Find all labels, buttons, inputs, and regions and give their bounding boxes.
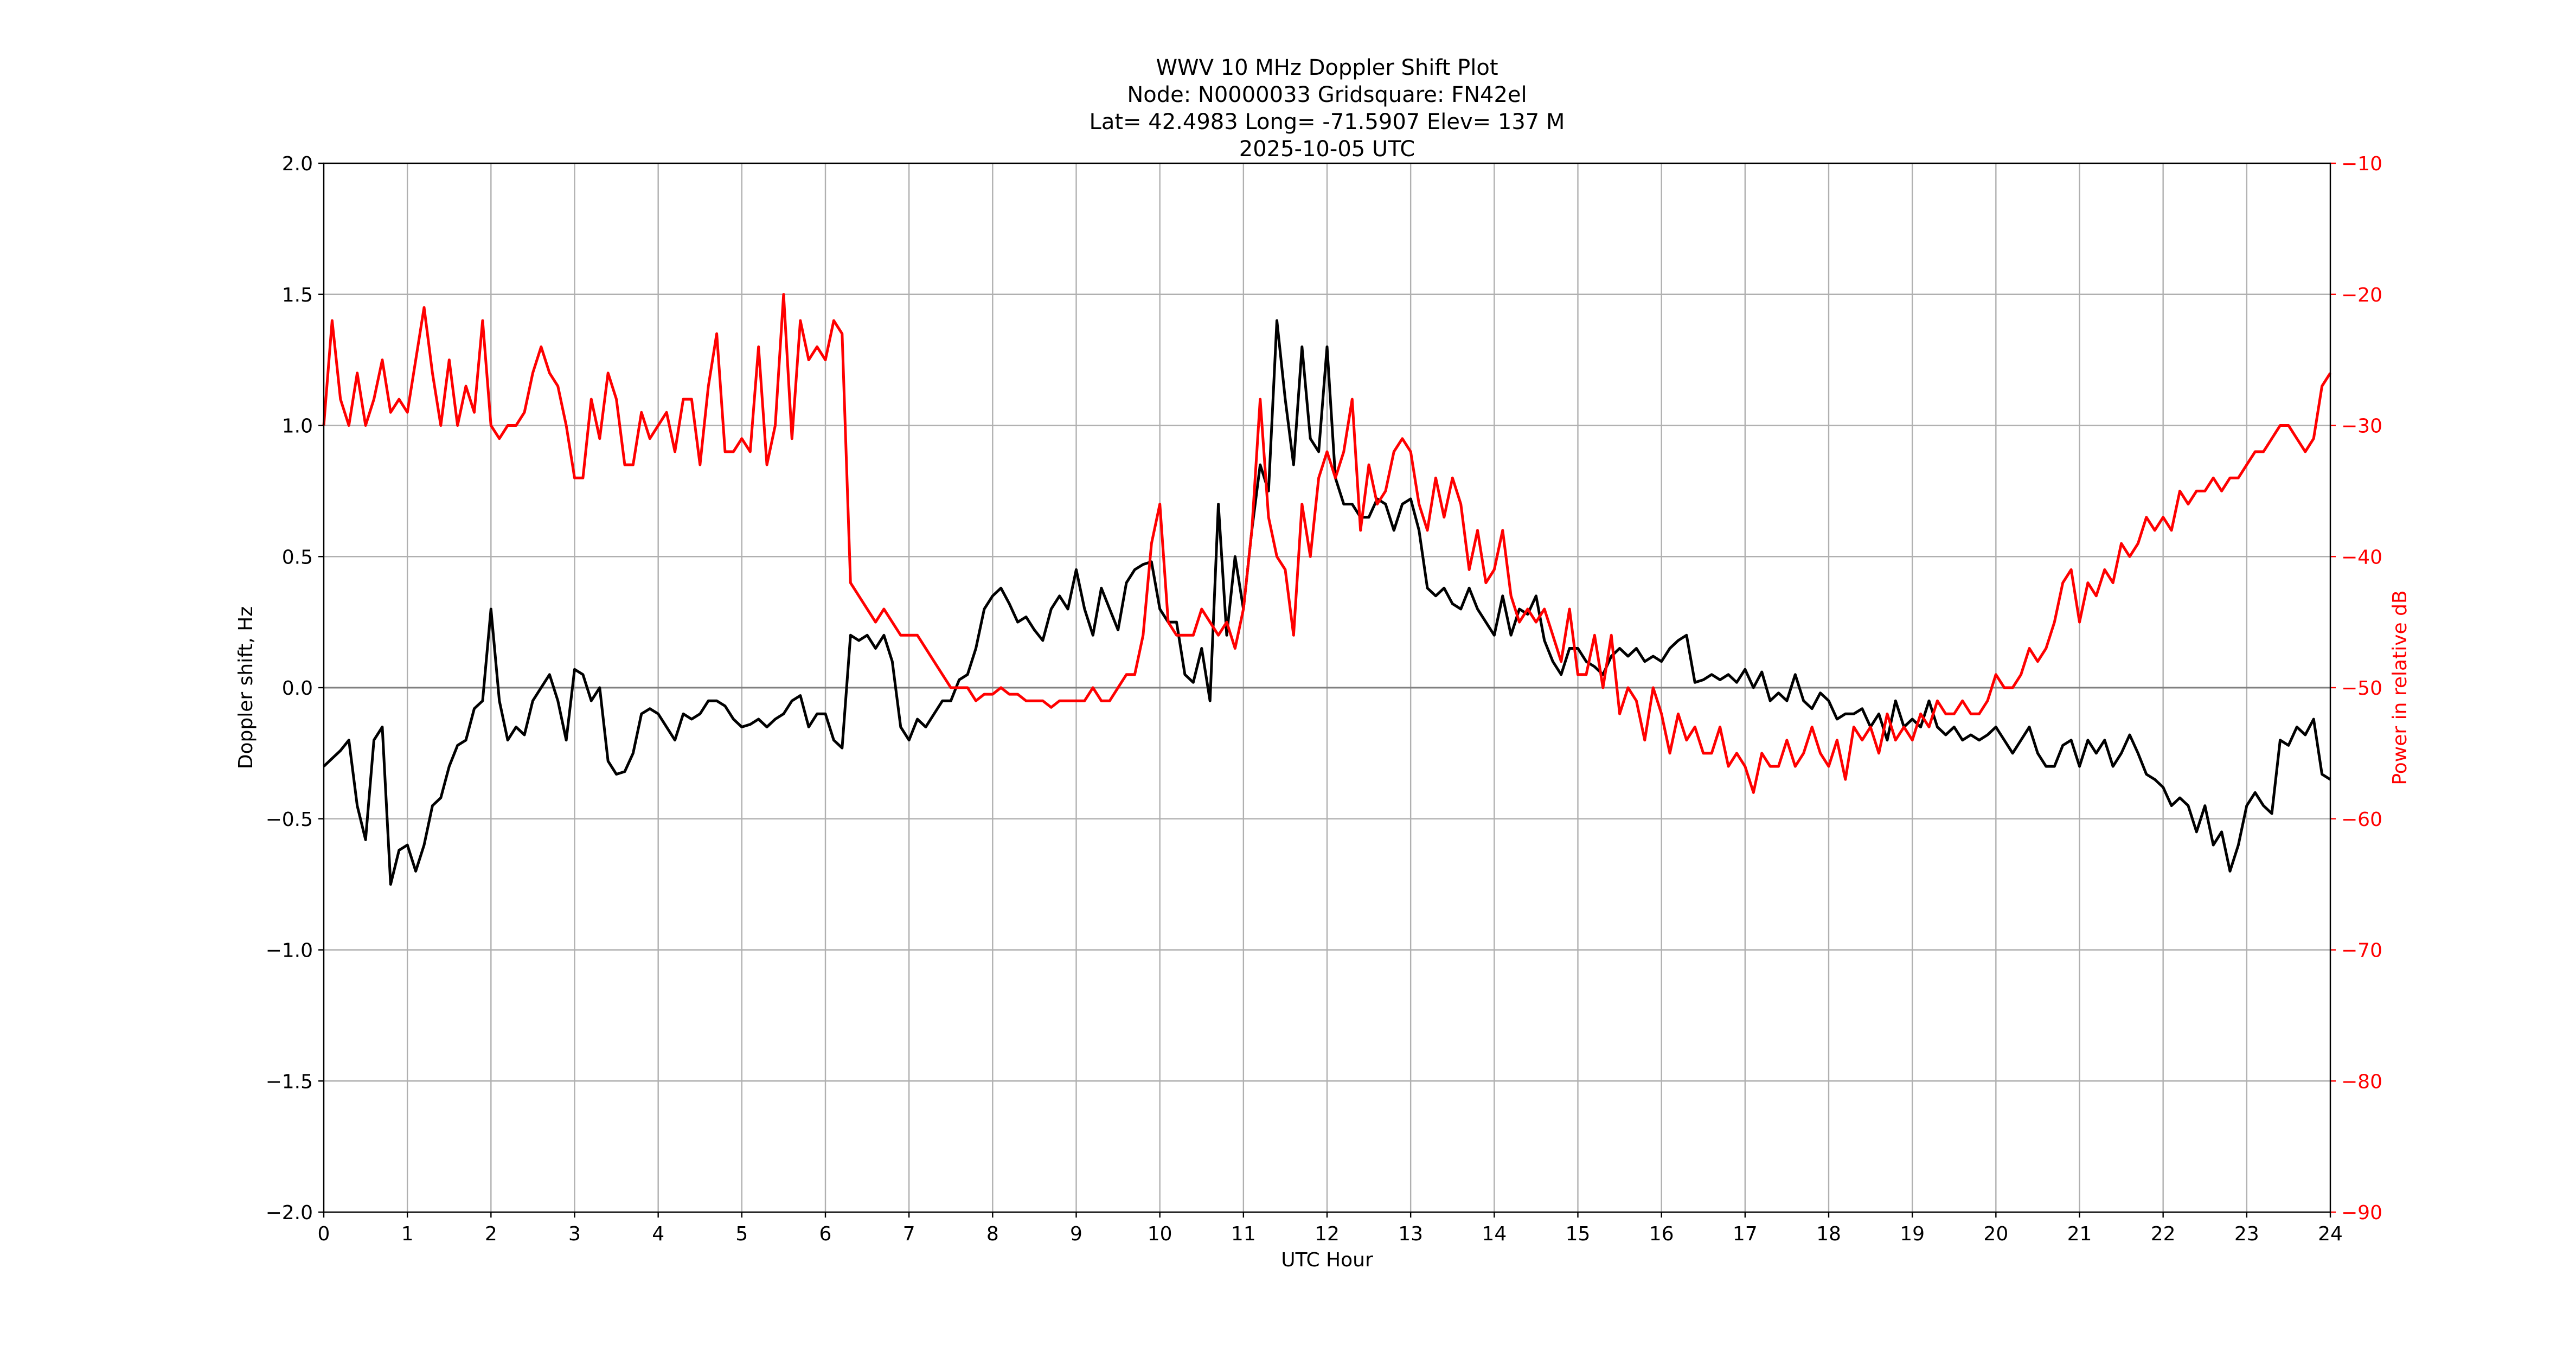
x-tick-label: 1: [401, 1223, 414, 1245]
doppler-series-line: [323, 319, 2331, 886]
y2-tick-label: −10: [2341, 153, 2382, 175]
x-tick-label: 22: [2151, 1223, 2176, 1245]
x-tick-label: 16: [1649, 1223, 1674, 1245]
y2-tick-label: −70: [2341, 940, 2382, 962]
y2-tick-label: −40: [2341, 546, 2382, 568]
y-tick-label: 0.5: [282, 546, 313, 568]
x-tick-label: 11: [1231, 1223, 1256, 1245]
x-tick-label: 15: [1566, 1223, 1591, 1245]
x-tick-label: 19: [1900, 1223, 1925, 1245]
y-tick-label: 2.0: [282, 153, 313, 175]
x-tick-label: 10: [1148, 1223, 1172, 1245]
x-tick-label: 5: [735, 1223, 748, 1245]
title-line-1: WWV 10 MHz Doppler Shift Plot: [1156, 55, 1498, 80]
x-tick-label: 14: [1482, 1223, 1507, 1245]
x-tick-label: 20: [1983, 1223, 2008, 1245]
series-lines: [322, 293, 2332, 886]
y2-tick-label: −20: [2341, 284, 2382, 306]
x-tick-label: 8: [986, 1223, 999, 1245]
y2-tick-label: −90: [2341, 1202, 2382, 1224]
y2-tick-label: −80: [2341, 1071, 2382, 1093]
y2-tick-label: −60: [2341, 809, 2382, 831]
y-tick-label: −0.5: [266, 809, 313, 831]
y-tick-label: −2.0: [266, 1202, 313, 1224]
x-tick-label: 9: [1070, 1223, 1082, 1245]
x-tick-label: 7: [903, 1223, 915, 1245]
power-series-line: [322, 293, 2332, 794]
y2-axis-label: Power in relative dB: [2389, 590, 2411, 785]
x-tick-label: 24: [2318, 1223, 2343, 1245]
x-tick-label: 12: [1315, 1223, 1340, 1245]
title-line-4: 2025-10-05 UTC: [1239, 137, 1415, 162]
y-axis-label: Doppler shift, Hz: [235, 606, 257, 769]
x-tick-label: 23: [2234, 1223, 2259, 1245]
title-line-3: Lat= 42.4983 Long= -71.5907 Elev= 137 M: [1090, 110, 1565, 134]
y-tick-label: 1.5: [282, 284, 313, 306]
y-tick-label: −1.5: [266, 1071, 313, 1093]
x-tick-label: 21: [2067, 1223, 2092, 1245]
y2-tick-label: −30: [2341, 415, 2382, 438]
x-tick-label: 18: [1816, 1223, 1841, 1245]
y-tick-label: 0.0: [282, 677, 313, 700]
x-tick-label: 6: [819, 1223, 832, 1245]
y-tick-label: −1.0: [266, 940, 313, 962]
x-tick-label: 2: [485, 1223, 497, 1245]
x-axis-label: UTC Hour: [1281, 1249, 1373, 1271]
x-tick-label: 0: [318, 1223, 330, 1245]
y-tick-label: 1.0: [282, 415, 313, 438]
x-tick-label: 4: [652, 1223, 664, 1245]
y2-tick-label: −50: [2341, 677, 2382, 700]
chart-title: WWV 10 MHz Doppler Shift Plot Node: N000…: [1090, 55, 1565, 162]
plot-frame: [323, 162, 2331, 1213]
title-line-2: Node: N0000033 Gridsquare: FN42el: [1127, 82, 1527, 107]
x-tick-label: 3: [568, 1223, 581, 1245]
x-tick-label: 17: [1733, 1223, 1758, 1245]
x-tick-label: 13: [1398, 1223, 1423, 1245]
axes: 0 1 2 3 4 5 6 7 8 9 10 11 12 13 14 15 16 17 18 19 20 21 22 23 24…: [266, 153, 2382, 1245]
